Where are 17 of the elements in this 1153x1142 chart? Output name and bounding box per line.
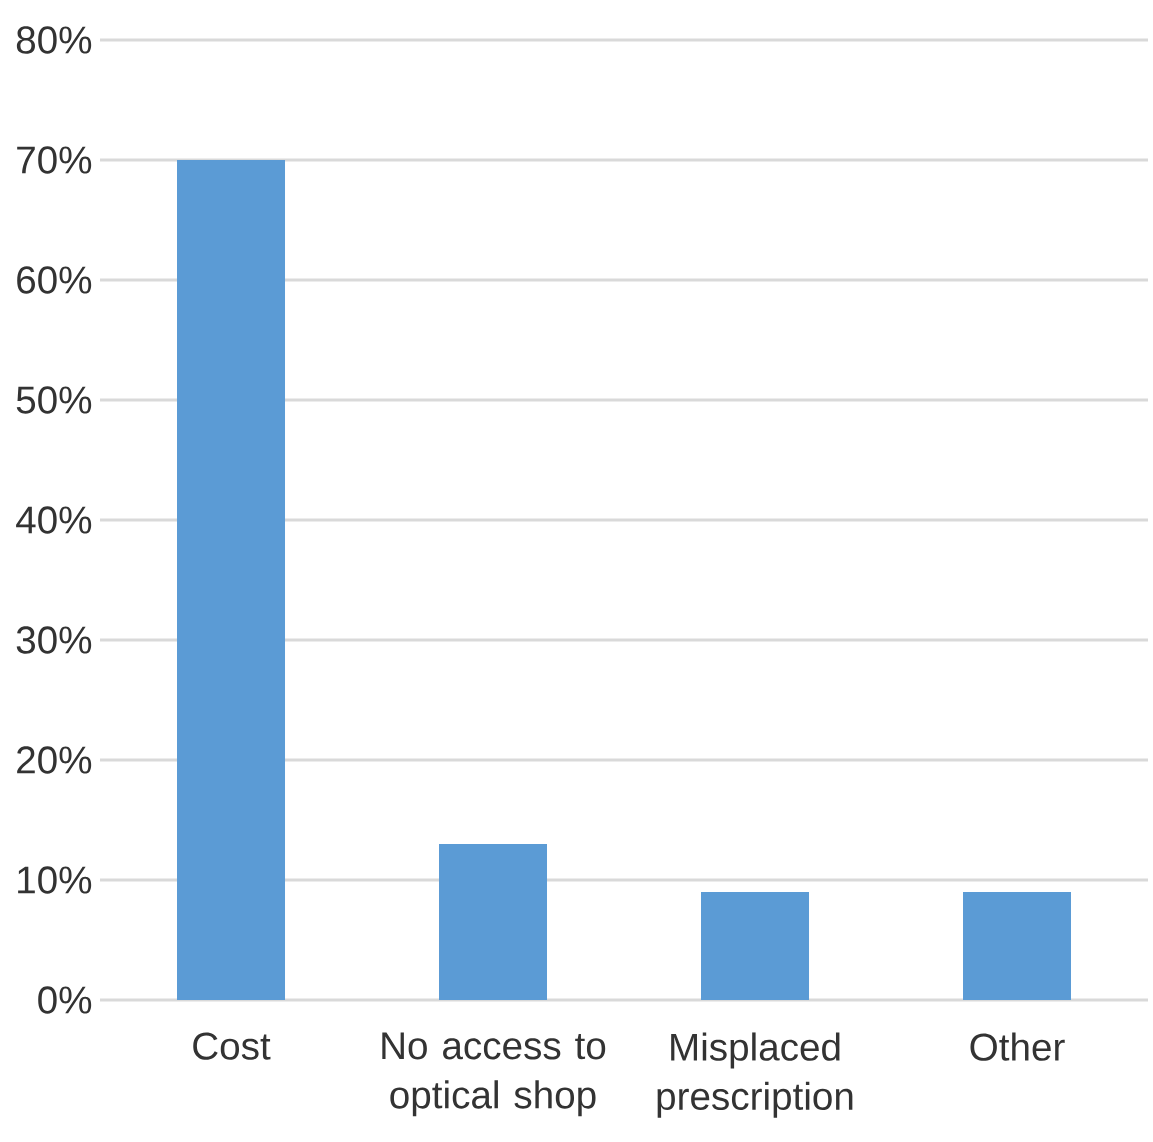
bar <box>701 892 810 1001</box>
x-tick-label: Misplaced prescription <box>657 1032 853 1118</box>
y-tick-label: 60% <box>17 266 92 294</box>
y-tick-label: 30% <box>16 626 92 654</box>
x-tick-label: No access to optical shop <box>382 1032 606 1117</box>
y-tick-label: 50% <box>16 386 92 414</box>
y-tick-label: 40% <box>16 506 92 534</box>
y-tick-label: 20% <box>17 746 92 774</box>
y-tick-label: 80% <box>16 26 92 54</box>
bar <box>177 160 286 1001</box>
bar <box>963 892 1072 1001</box>
y-tick-label: 10% <box>18 866 92 894</box>
bar <box>439 844 548 1001</box>
x-tick-label: Other <box>970 1032 1065 1061</box>
x-tick-label: Cost <box>193 1032 271 1060</box>
y-tick-label: 0% <box>38 986 92 1014</box>
y-tick-label: 70% <box>17 146 92 174</box>
